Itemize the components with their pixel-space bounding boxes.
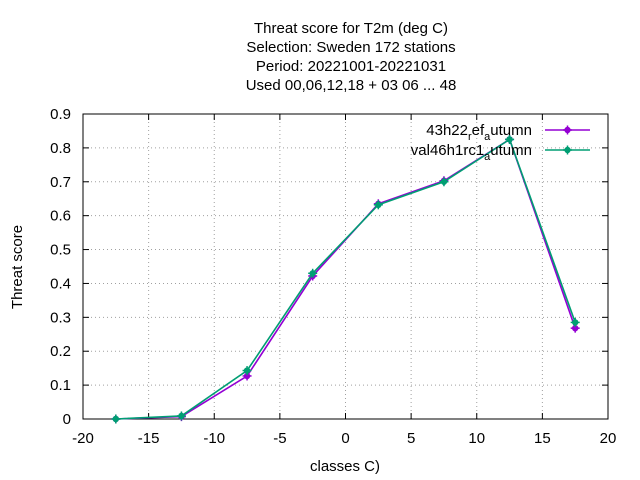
x-tick-label: 5 [407, 430, 415, 447]
legend-entry-2: val46h1rc1autumn [411, 142, 590, 163]
y-tick-label: 0.4 [50, 275, 71, 292]
y-tick-label: 0.2 [50, 343, 71, 360]
y-tick-label: 0.8 [50, 140, 71, 157]
data-point [242, 366, 252, 376]
data-point [373, 200, 383, 210]
y-tick-label: 0.6 [50, 208, 71, 225]
y-tick-label: 0.9 [50, 106, 71, 123]
series-line [115, 138, 576, 420]
x-tick-label: 15 [534, 430, 551, 447]
series-2 [111, 134, 580, 424]
legend-label: 43h22refautumn [426, 122, 532, 143]
y-tick-label: 0.1 [50, 377, 71, 394]
legend-label: val46h1rc1autumn [411, 142, 532, 163]
chart-title: Threat score for T2m (deg C) Selection: … [246, 20, 457, 94]
axis-ticks: -20 -15 -10 -5 0 5 10 15 20 0 0.1 0.2 0.3 0.4 0.5 0.6 0.… [50, 106, 616, 447]
data-point [242, 371, 252, 381]
legend-marker [563, 125, 572, 135]
y-tick-label: 0.3 [50, 309, 71, 326]
data-point [439, 177, 449, 187]
x-tick-label: -20 [72, 430, 94, 447]
data-point [308, 268, 318, 278]
x-tick-label: -5 [273, 430, 286, 447]
title-line-2: Selection: Sweden 172 stations [246, 39, 455, 56]
grid [83, 114, 608, 419]
x-axis-label: classes C) [310, 458, 380, 475]
legend-marker [563, 145, 572, 155]
y-tick-label: 0.7 [50, 174, 71, 191]
data-point [176, 411, 186, 421]
legend-entry-1: 43h22refautumn [426, 122, 590, 143]
x-tick-label: -10 [203, 430, 225, 447]
y-tick-label: 0 [63, 411, 71, 428]
y-tick-label: 0.5 [50, 242, 71, 259]
plot-frame [82, 113, 609, 420]
title-line-1: Threat score for T2m (deg C) [254, 20, 448, 37]
x-tick-label: -15 [138, 430, 160, 447]
data-point [570, 317, 580, 327]
y-axis-label: Threat score [9, 225, 26, 309]
data-point [505, 134, 515, 144]
title-line-3: Period: 20221001-20221031 [256, 58, 446, 75]
x-tick-label: 20 [600, 430, 617, 447]
x-tick-label: 0 [341, 430, 349, 447]
title-line-4: Used 00,06,12,18 + 03 06 ... 48 [246, 77, 457, 94]
series-line [115, 138, 576, 420]
data-point [111, 414, 121, 424]
x-tick-label: 10 [468, 430, 485, 447]
series-lines [111, 134, 580, 424]
